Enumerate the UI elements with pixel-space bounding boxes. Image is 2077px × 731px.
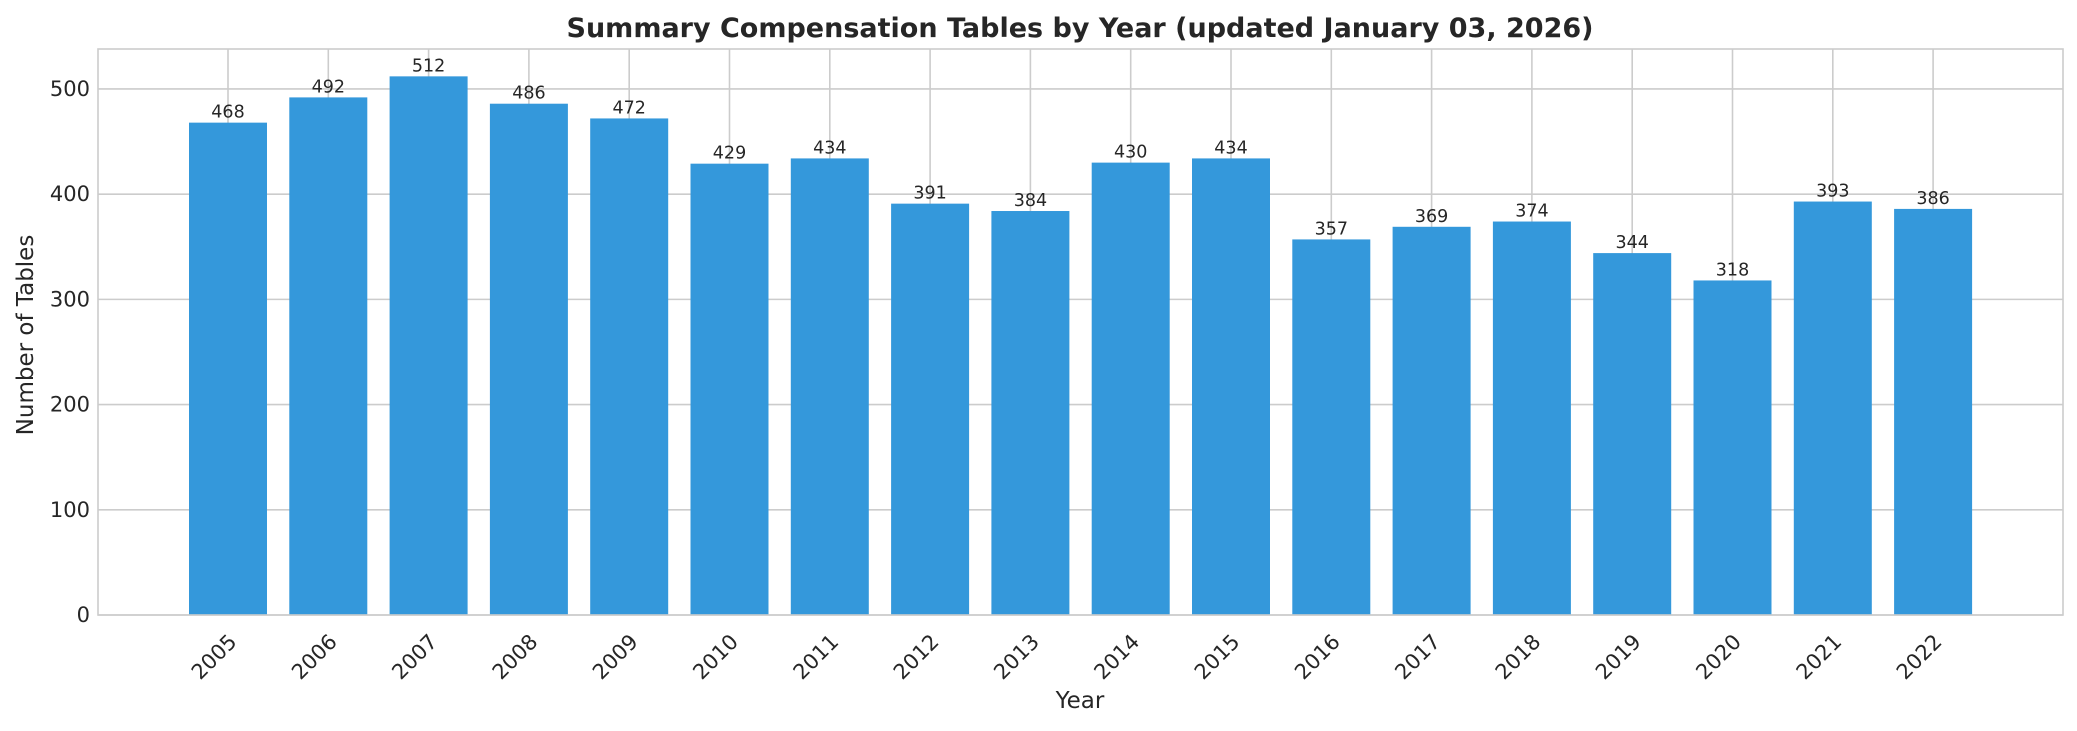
bar-2011 [790, 158, 869, 615]
bar-2016 [1292, 239, 1371, 615]
y-tick-label: 300 [50, 287, 90, 311]
data-label-2012: 391 [913, 184, 946, 204]
data-label-2014: 430 [1114, 143, 1147, 163]
data-label-2019: 344 [1615, 233, 1648, 253]
x-tick-label-2014: 2014 [1089, 630, 1144, 685]
bar-2005 [189, 122, 267, 615]
bar-2018 [1492, 221, 1571, 615]
bar-2022 [1894, 208, 1973, 616]
bar-2008 [489, 103, 568, 615]
x-tick-label-2011: 2011 [789, 630, 844, 685]
x-tick-label-2012: 2012 [889, 630, 944, 685]
y-tick-label: 0 [77, 603, 90, 627]
bar-2021 [1793, 201, 1872, 616]
bar-2012 [891, 203, 970, 615]
data-label-2007: 512 [412, 56, 445, 76]
bar-2013 [991, 211, 1070, 615]
data-label-2015: 434 [1214, 138, 1247, 158]
bar-2010 [690, 163, 769, 616]
data-label-2011: 434 [813, 138, 846, 158]
labels-layer: 468 492 512 486 472 429 434 391 384 430 434 357 369 3… [211, 56, 1950, 280]
y-axis-label: Number of Tables [13, 235, 39, 436]
bar-2017 [1392, 226, 1471, 615]
x-axis-label: Year [1055, 688, 1105, 714]
y-tick-label: 100 [50, 498, 90, 522]
x-tick-label-2005: 2005 [187, 630, 242, 685]
data-label-2010: 429 [713, 144, 746, 164]
x-tick-label-2015: 2015 [1190, 630, 1245, 685]
x-tick-label-2013: 2013 [989, 630, 1044, 685]
x-tick-label-2020: 2020 [1691, 630, 1746, 685]
x-tick-label-2021: 2021 [1792, 630, 1847, 685]
plot-frame [97, 48, 2064, 616]
y-tick-label: 400 [50, 182, 90, 206]
y-axis-ticks: 0 100 200 300 400 500 [50, 77, 90, 627]
bar-2007 [389, 76, 468, 616]
x-tick-label-2010: 2010 [688, 630, 743, 685]
bars-layer [189, 76, 1973, 616]
data-label-2020: 318 [1716, 260, 1749, 280]
data-label-2022: 386 [1916, 189, 1949, 209]
data-label-2021: 393 [1816, 182, 1849, 202]
data-label-2006: 492 [312, 77, 345, 97]
bar-2014 [1091, 162, 1170, 615]
x-tick-label-2016: 2016 [1290, 630, 1345, 685]
x-tick-label-2008: 2008 [488, 630, 543, 685]
x-axis-ticks: 2005 2006 2007 2008 2009 2010 2011 2012 2013 2014… [187, 630, 1947, 685]
data-label-2017: 369 [1415, 207, 1448, 227]
y-tick-label: 200 [50, 393, 90, 417]
x-tick-label-2006: 2006 [287, 630, 342, 685]
data-label-2013: 384 [1014, 191, 1047, 211]
x-tick-label-2017: 2017 [1390, 630, 1445, 685]
data-label-2009: 472 [612, 98, 645, 118]
bar-2015 [1192, 158, 1270, 615]
x-tick-label-2022: 2022 [1892, 630, 1947, 685]
x-tick-label-2019: 2019 [1591, 630, 1646, 685]
x-tick-label-2007: 2007 [387, 630, 442, 685]
bar-2019 [1593, 253, 1672, 615]
y-tick-label: 500 [50, 77, 90, 101]
data-label-2005: 468 [211, 103, 244, 123]
data-label-2008: 486 [512, 84, 545, 104]
chart-title: Summary Compensation Tables by Year (upd… [567, 13, 1594, 44]
data-label-2016: 357 [1315, 219, 1348, 239]
bar-2006 [289, 97, 368, 616]
bar-2020 [1693, 280, 1772, 615]
data-label-2018: 374 [1515, 202, 1548, 222]
x-tick-label-2009: 2009 [588, 630, 643, 685]
bar-2009 [590, 118, 669, 616]
x-tick-label-2018: 2018 [1491, 630, 1546, 685]
